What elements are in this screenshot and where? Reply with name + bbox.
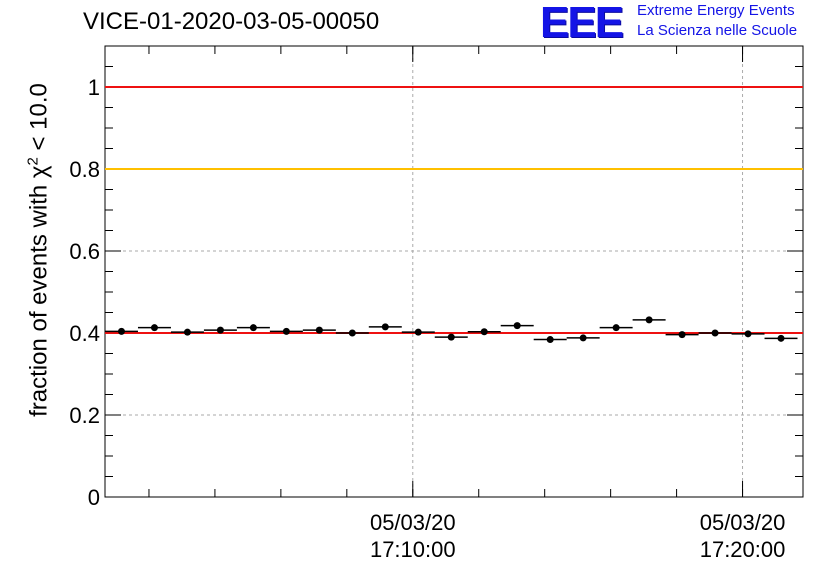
data-point [645, 316, 653, 324]
data-point [744, 330, 752, 338]
y-tick-label: 0 [88, 485, 100, 510]
data-point [216, 326, 224, 334]
data-point [315, 326, 323, 334]
y-tick-label: 0.4 [69, 321, 100, 346]
x-tick-label-time: 17:20:00 [700, 537, 786, 562]
data-point [546, 336, 554, 344]
y-axis-label-suffix: < 10.0 [25, 83, 53, 158]
data-point [282, 327, 290, 335]
x-tick-label-date: 05/03/20 [700, 510, 786, 535]
x-tick-label-time: 17:10:00 [370, 537, 456, 562]
x-tick-label-date: 05/03/20 [370, 510, 456, 535]
data-point [579, 334, 587, 342]
y-tick-label: 1 [88, 75, 100, 100]
data-point [381, 323, 389, 331]
data-point [678, 331, 686, 339]
plot-frame [104, 45, 804, 498]
chart-title: VICE-01-2020-03-05-00050 [83, 8, 380, 35]
data-point [183, 328, 191, 336]
y-axis-label-symbol: χ [25, 165, 53, 179]
data-point [249, 324, 257, 332]
y-tick-label: 0.8 [69, 157, 100, 182]
logo-line-2: La Scienza nelle Scuole [637, 22, 798, 39]
data-point [711, 329, 719, 337]
y-axis-label: fraction of events with χ2 < 10.0 [25, 83, 54, 417]
data-point [480, 328, 488, 336]
data-point [612, 324, 620, 332]
logo-line-1: Extreme Energy Events [637, 2, 795, 19]
data-point [414, 328, 422, 336]
data-point [348, 329, 356, 337]
data-point [117, 327, 125, 335]
y-axis-label-prefix: fraction of events with [25, 178, 53, 417]
data-point [513, 322, 521, 330]
eee-logo: EEE Extreme Energy Events La Scienza nel… [540, 0, 836, 46]
data-point [777, 334, 785, 342]
data-point [150, 324, 158, 332]
y-tick-label: 0.2 [69, 403, 100, 428]
data-point [447, 333, 455, 341]
y-tick-label: 0.6 [69, 239, 100, 264]
y-axis-label-sup: 2 [24, 157, 42, 166]
eee-logo-mark: EEE [540, 0, 624, 47]
